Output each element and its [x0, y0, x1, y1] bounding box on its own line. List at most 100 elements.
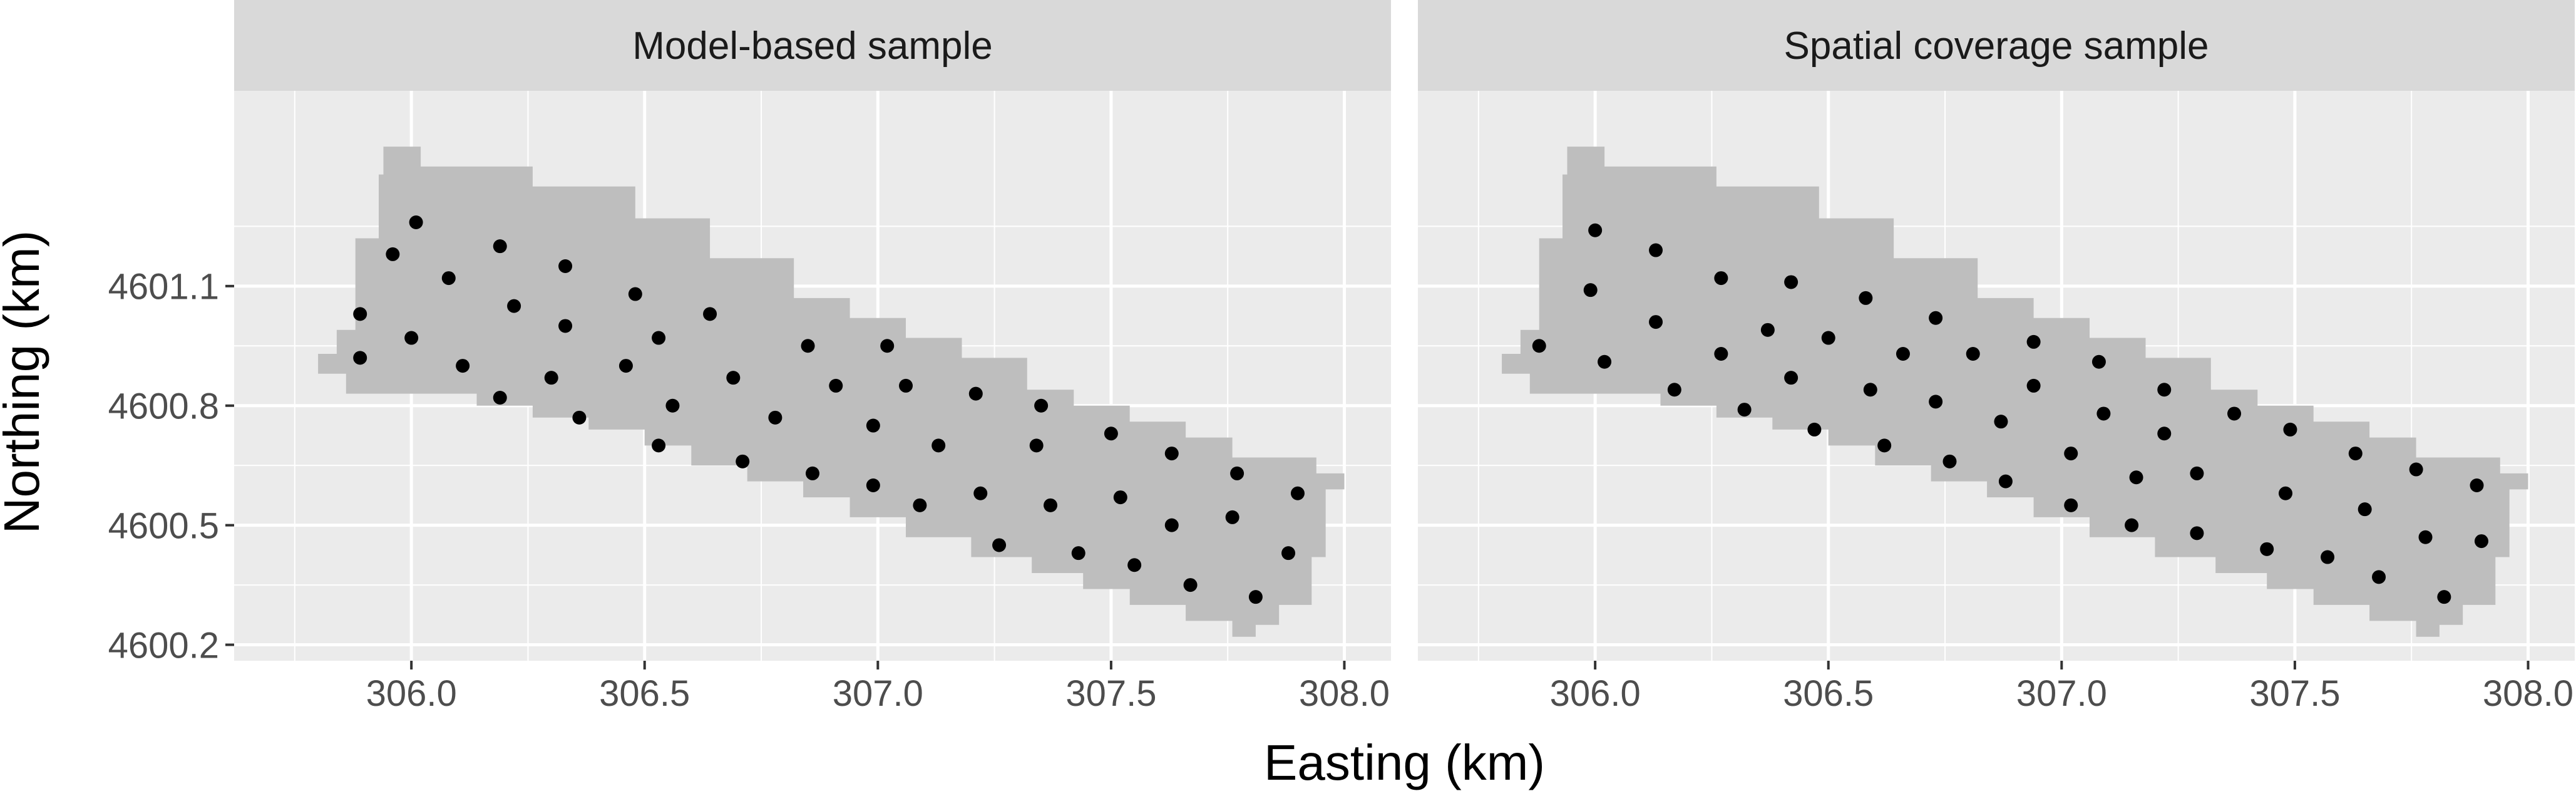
- sample-point: [493, 239, 507, 254]
- sample-point: [2321, 550, 2335, 564]
- sample-point: [441, 271, 456, 286]
- y-tick-label: 4600.2: [108, 625, 219, 666]
- panel-title: Spatial coverage sample: [1784, 24, 2209, 68]
- sample-point: [1598, 354, 1612, 369]
- y-tick-label: 4600.8: [108, 386, 219, 427]
- x-tick-label: 307.5: [2249, 673, 2340, 714]
- sample-point: [2190, 526, 2204, 540]
- sample-point: [1877, 438, 1892, 453]
- sample-point: [1714, 271, 1728, 286]
- sample-point: [1998, 474, 2013, 488]
- sample-point: [829, 378, 843, 393]
- study-area-polygon: [318, 147, 1345, 637]
- sample-point: [2409, 462, 2423, 477]
- sample-point: [2418, 530, 2433, 544]
- sample-point: [2026, 334, 2041, 349]
- sample-point: [1667, 383, 1681, 397]
- sample-point: [899, 378, 913, 393]
- sample-point: [931, 438, 946, 453]
- sample-point: [1164, 447, 1179, 461]
- sample-point: [1290, 486, 1305, 500]
- sample-point: [1071, 546, 1085, 561]
- sample-point: [386, 247, 400, 261]
- sample-point: [1966, 347, 1980, 361]
- sample-point: [572, 410, 587, 425]
- sample-point: [544, 371, 558, 385]
- sample-point: [1588, 223, 1603, 237]
- sample-point: [2358, 502, 2372, 517]
- sample-point: [618, 359, 633, 373]
- sample-point: [2125, 518, 2139, 532]
- sample-point: [1784, 275, 1799, 289]
- panel-1: Model-based sample 306.0 306.5 307.0 307.5 30…: [234, 0, 1391, 714]
- sample-point: [1164, 518, 1179, 532]
- sample-point: [2279, 486, 2292, 500]
- sample-point: [409, 215, 423, 229]
- sample-point: [1034, 398, 1049, 413]
- sample-point: [1760, 323, 1775, 337]
- sample-point: [703, 307, 717, 321]
- sample-point: [913, 498, 927, 512]
- sample-point: [1029, 438, 1044, 453]
- sample-point: [2260, 542, 2274, 556]
- sample-point: [665, 398, 680, 413]
- x-tick-label: 307.0: [833, 673, 923, 714]
- sample-point: [1737, 403, 1752, 417]
- x-axis-title: Easting (km): [1264, 735, 1545, 790]
- sample-point: [1929, 311, 1943, 325]
- sample-point: [628, 287, 642, 301]
- sample-point: [1044, 498, 1058, 512]
- sample-point: [806, 466, 819, 480]
- sample-point: [2348, 447, 2363, 461]
- sample-point: [768, 410, 783, 425]
- y-tick-label: 4600.5: [108, 506, 219, 547]
- sample-point: [1807, 422, 1822, 437]
- sample-point: [1942, 454, 1957, 468]
- sample-point: [558, 319, 573, 333]
- sample-point: [652, 438, 666, 453]
- x-tick-label: 307.0: [2016, 673, 2107, 714]
- sample-point: [2129, 470, 2143, 485]
- sample-point: [1248, 590, 1263, 604]
- sample-point: [866, 478, 880, 492]
- sample-point: [973, 486, 988, 500]
- sample-point: [1649, 315, 1663, 329]
- sample-point: [968, 386, 983, 401]
- sample-point: [880, 339, 895, 353]
- sample-point: [2064, 447, 2078, 461]
- sample-point: [1532, 339, 1546, 353]
- sample-point: [1821, 331, 1835, 345]
- panel-2: Spatial coverage sample 306.0 306.5 307.0 30…: [1418, 0, 2575, 714]
- y-axis-title: Northing (km): [0, 230, 49, 534]
- x-tick-label: 306.0: [1550, 673, 1641, 714]
- sample-point: [1113, 490, 1127, 505]
- sample-point: [558, 259, 573, 273]
- sample-point: [1896, 347, 1910, 361]
- sample-point: [1583, 283, 1598, 297]
- sample-point: [456, 359, 470, 373]
- sample-point: [1104, 426, 1118, 441]
- x-tick-label: 306.0: [366, 673, 457, 714]
- sample-point: [1929, 395, 1943, 409]
- sample-point: [1784, 371, 1799, 385]
- sample-point: [1230, 466, 1244, 480]
- x-tick-label: 308.0: [1299, 673, 1390, 714]
- x-tick-label: 307.5: [1065, 673, 1156, 714]
- sample-point: [1183, 578, 1198, 592]
- sample-point: [866, 418, 880, 433]
- x-tick-label: 308.0: [2483, 673, 2573, 714]
- sample-point: [2091, 354, 2106, 369]
- sample-point: [353, 351, 367, 365]
- sample-point: [992, 538, 1007, 552]
- sample-point: [726, 371, 741, 385]
- sample-point: [1863, 383, 1877, 397]
- sample-point: [736, 454, 750, 468]
- panel-strip: [1418, 0, 2575, 91]
- sample-point: [2064, 498, 2078, 512]
- sample-point: [2157, 383, 2172, 397]
- sample-point: [2096, 406, 2111, 421]
- x-tick-label: 306.5: [1783, 673, 1874, 714]
- sample-point: [404, 331, 419, 345]
- sample-point: [353, 307, 367, 321]
